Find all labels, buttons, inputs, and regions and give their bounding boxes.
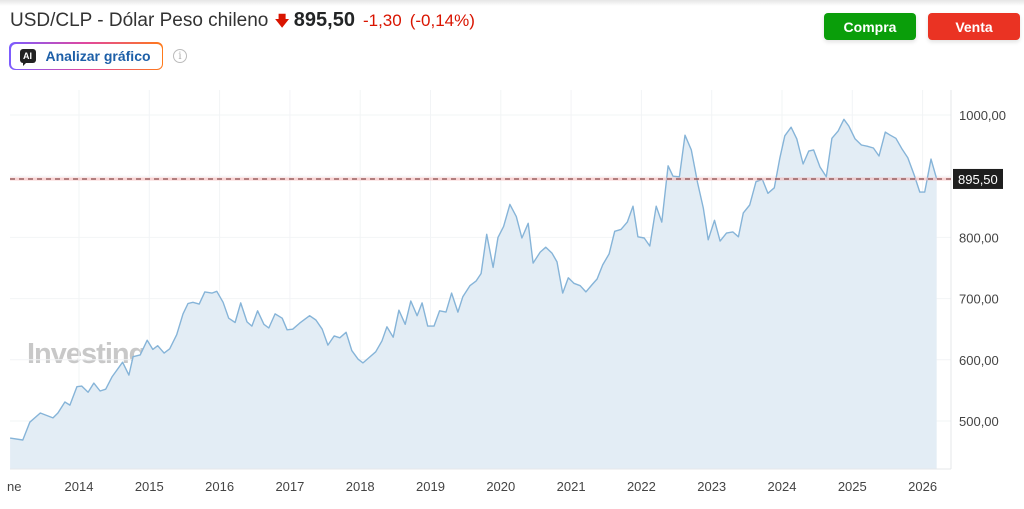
x-tick-label: 2021 — [557, 479, 586, 494]
x-tick-label: 2019 — [416, 479, 445, 494]
x-tick-label: 2014 — [65, 479, 94, 494]
x-tick-label: 2023 — [697, 479, 726, 494]
y-tick-label: 700,00 — [959, 292, 999, 307]
info-icon[interactable]: i — [173, 49, 187, 63]
x-tick-label: 2015 — [135, 479, 164, 494]
price-line — [9, 118, 938, 441]
price-area — [10, 119, 937, 470]
y-tick-label: 500,00 — [959, 414, 999, 429]
y-tick-label: 1000,00 — [959, 108, 1006, 123]
x-tick-label: ne — [7, 479, 21, 494]
top-shadow — [0, 0, 1024, 6]
y-tick-label: 600,00 — [959, 353, 999, 368]
price-change-percent: (-0,14%) — [409, 11, 475, 30]
x-tick-label: 2025 — [838, 479, 867, 494]
arrow-down-icon: 🡇 — [274, 13, 290, 30]
price-change: -1,30 — [362, 11, 402, 30]
x-tick-label: 2022 — [627, 479, 656, 494]
last-price: 895,50 — [293, 9, 355, 31]
current-price-tag — [953, 168, 1003, 189]
x-tick-label: 2026 — [908, 479, 937, 494]
x-tick-label: 2024 — [768, 479, 797, 494]
sell-button[interactable]: Venta — [928, 13, 1020, 40]
analyze-chart-button[interactable]: AI Analizar gráfico — [9, 42, 163, 70]
current-price-label: 895,50 — [958, 172, 998, 187]
instrument-title: USD/CLP - Dólar Peso chileno — [10, 10, 269, 31]
instrument-header: USD/CLP - Dólar Peso chileno 🡇 895,50 -1… — [10, 9, 475, 36]
buy-button[interactable]: Compra — [824, 13, 916, 40]
x-tick-label: 2020 — [486, 479, 515, 494]
y-tick-label: 800,00 — [959, 230, 999, 245]
ai-icon: AI — [19, 49, 36, 66]
x-tick-label: 2016 — [205, 479, 234, 494]
x-tick-label: 2018 — [346, 479, 375, 494]
analyze-chart-label: Analizar gráfico — [45, 48, 151, 64]
x-tick-label: 2017 — [275, 479, 304, 494]
